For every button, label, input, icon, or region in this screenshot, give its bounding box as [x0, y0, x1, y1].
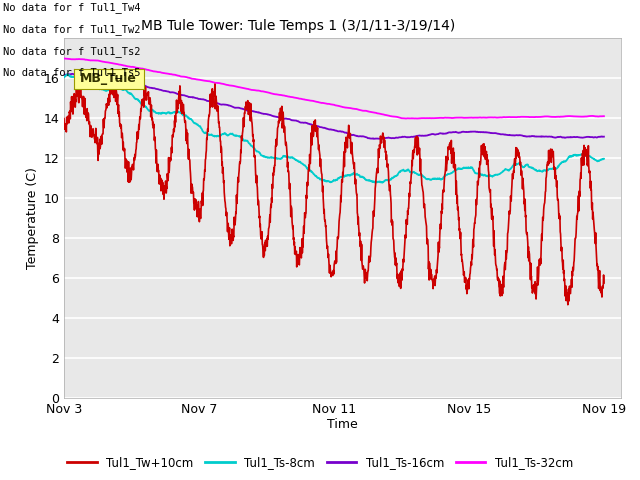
Text: No data for f Tul1_Ts2: No data for f Tul1_Ts2	[3, 46, 141, 57]
Text: No data for f Tul1_Tw4: No data for f Tul1_Tw4	[3, 2, 141, 13]
Text: No data for f Tul1_Ts5: No data for f Tul1_Ts5	[3, 67, 141, 78]
Text: MB_Tule: MB_Tule	[81, 72, 137, 85]
Y-axis label: Temperature (C): Temperature (C)	[26, 168, 39, 269]
Text: No data for f Tul1_Tw2: No data for f Tul1_Tw2	[3, 24, 141, 35]
X-axis label: Time: Time	[327, 418, 358, 431]
Text: MB Tule Tower: Tule Temps 1 (3/1/11-3/19/14): MB Tule Tower: Tule Temps 1 (3/1/11-3/19…	[141, 19, 455, 33]
Legend: Tul1_Tw+10cm, Tul1_Ts-8cm, Tul1_Ts-16cm, Tul1_Ts-32cm: Tul1_Tw+10cm, Tul1_Ts-8cm, Tul1_Ts-16cm,…	[62, 452, 578, 474]
